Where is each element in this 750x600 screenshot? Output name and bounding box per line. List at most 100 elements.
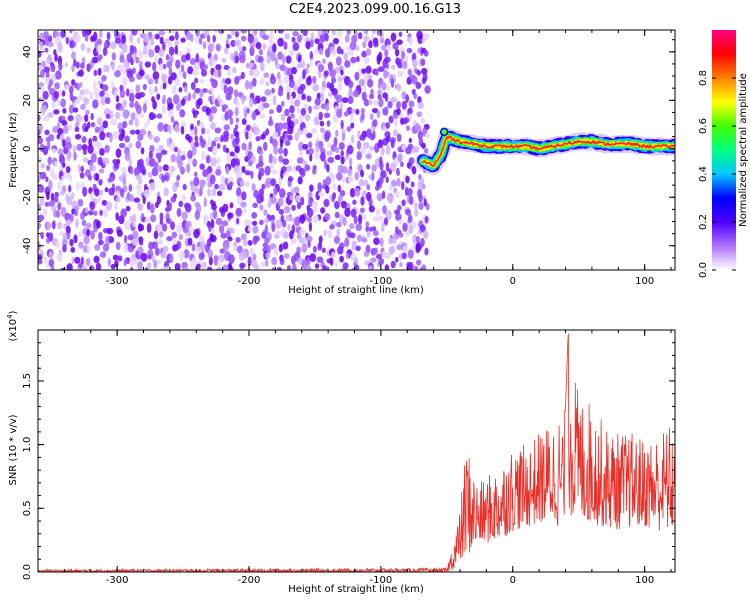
- noise-cell: [366, 184, 371, 191]
- noise-cell: [97, 194, 102, 203]
- noise-cell: [87, 174, 93, 181]
- noise-cell: [251, 212, 258, 219]
- noise-cell: [271, 267, 276, 270]
- noise-cell: [264, 217, 269, 224]
- noise-cell: [351, 108, 356, 114]
- noise-cell: [129, 194, 135, 202]
- noise-cell: [407, 249, 414, 259]
- noise-cell: [245, 131, 249, 140]
- noise-cell: [222, 243, 229, 252]
- noise-cell: [218, 98, 224, 107]
- noise-cell: [102, 243, 110, 252]
- noise-cell: [137, 203, 144, 212]
- noise-cell: [194, 210, 201, 221]
- noise-cell: [247, 256, 252, 267]
- noise-cell: [144, 74, 150, 80]
- noise-cell: [249, 46, 255, 57]
- noise-cell: [115, 148, 122, 158]
- noise-cell: [56, 240, 60, 249]
- noise-cell: [265, 252, 271, 259]
- noise-cell: [90, 153, 97, 163]
- noise-cell: [233, 158, 241, 168]
- noise-cell: [174, 77, 181, 87]
- noise-cell: [280, 100, 285, 107]
- noise-cell: [299, 214, 306, 224]
- noise-cell: [336, 172, 343, 181]
- noise-cell: [354, 171, 360, 181]
- noise-cell: [264, 88, 272, 96]
- noise-cell: [73, 99, 81, 105]
- noise-cell: [283, 74, 290, 84]
- noise-cell: [212, 34, 216, 43]
- noise-cell: [327, 156, 335, 164]
- noise-cell: [406, 125, 411, 131]
- noise-cell: [370, 88, 374, 95]
- y-tick-label: 0.0: [22, 564, 33, 580]
- noise-cell: [147, 78, 154, 85]
- noise-cell: [192, 158, 198, 168]
- noise-cell: [303, 264, 308, 270]
- y-tick-label: 0.5: [22, 500, 33, 516]
- noise-cell: [226, 153, 231, 163]
- noise-cell: [424, 247, 429, 256]
- noise-cell: [125, 88, 130, 97]
- noise-cell: [128, 184, 133, 192]
- noise-cell: [349, 187, 356, 198]
- noise-cell: [50, 64, 56, 73]
- noise-cell: [54, 82, 60, 90]
- noise-cell: [39, 171, 47, 180]
- noise-cell: [363, 251, 370, 257]
- snr-x-axis-title: Height of straight line (km): [288, 584, 424, 595]
- noise-cell: [60, 175, 65, 182]
- noise-cell: [381, 81, 387, 91]
- noise-cell: [259, 149, 264, 156]
- noise-cell: [195, 246, 202, 254]
- noise-cell: [144, 267, 149, 270]
- noise-cell: [199, 89, 204, 98]
- noise-cell: [302, 143, 309, 150]
- noise-cell: [204, 143, 209, 150]
- noise-cell: [87, 121, 91, 129]
- snr-series-line: [38, 333, 675, 572]
- noise-cell: [391, 179, 397, 188]
- noise-cell: [309, 253, 317, 263]
- noise-cell: [241, 97, 245, 104]
- noise-cell: [288, 216, 295, 222]
- noise-cell: [192, 112, 198, 119]
- noise-cell: [159, 36, 164, 45]
- noise-cell: [199, 187, 203, 197]
- noise-cell: [255, 264, 260, 270]
- noise-cell: [361, 68, 367, 74]
- noise-cell: [220, 175, 225, 184]
- noise-cell: [266, 55, 271, 64]
- noise-cell: [170, 221, 175, 230]
- noise-cell: [170, 154, 177, 163]
- noise-cell: [199, 78, 205, 84]
- noise-cell: [258, 167, 265, 177]
- noise-cell: [114, 70, 121, 78]
- noise-cell: [218, 183, 226, 191]
- noise-cell: [135, 56, 140, 64]
- noise-cell: [95, 140, 102, 150]
- noise-cell: [80, 165, 84, 173]
- noise-cell: [324, 212, 331, 221]
- noise-cell: [242, 251, 247, 260]
- noise-cell: [61, 120, 68, 127]
- noise-cell: [154, 85, 158, 93]
- noise-cell: [66, 152, 71, 162]
- noise-cell: [50, 192, 55, 202]
- noise-cell: [301, 93, 306, 101]
- noise-cell: [289, 48, 295, 56]
- noise-cell: [69, 30, 73, 34]
- noise-cell: [378, 77, 384, 85]
- noise-cell: [185, 53, 191, 61]
- noise-cell: [149, 144, 155, 153]
- noise-cell: [289, 195, 295, 201]
- noise-cell: [40, 68, 45, 79]
- noise-cell: [195, 263, 202, 270]
- noise-cell: [329, 256, 334, 266]
- noise-cell: [418, 194, 423, 203]
- noise-cell: [197, 97, 203, 106]
- noise-cell: [415, 235, 421, 243]
- noise-cell: [135, 129, 141, 135]
